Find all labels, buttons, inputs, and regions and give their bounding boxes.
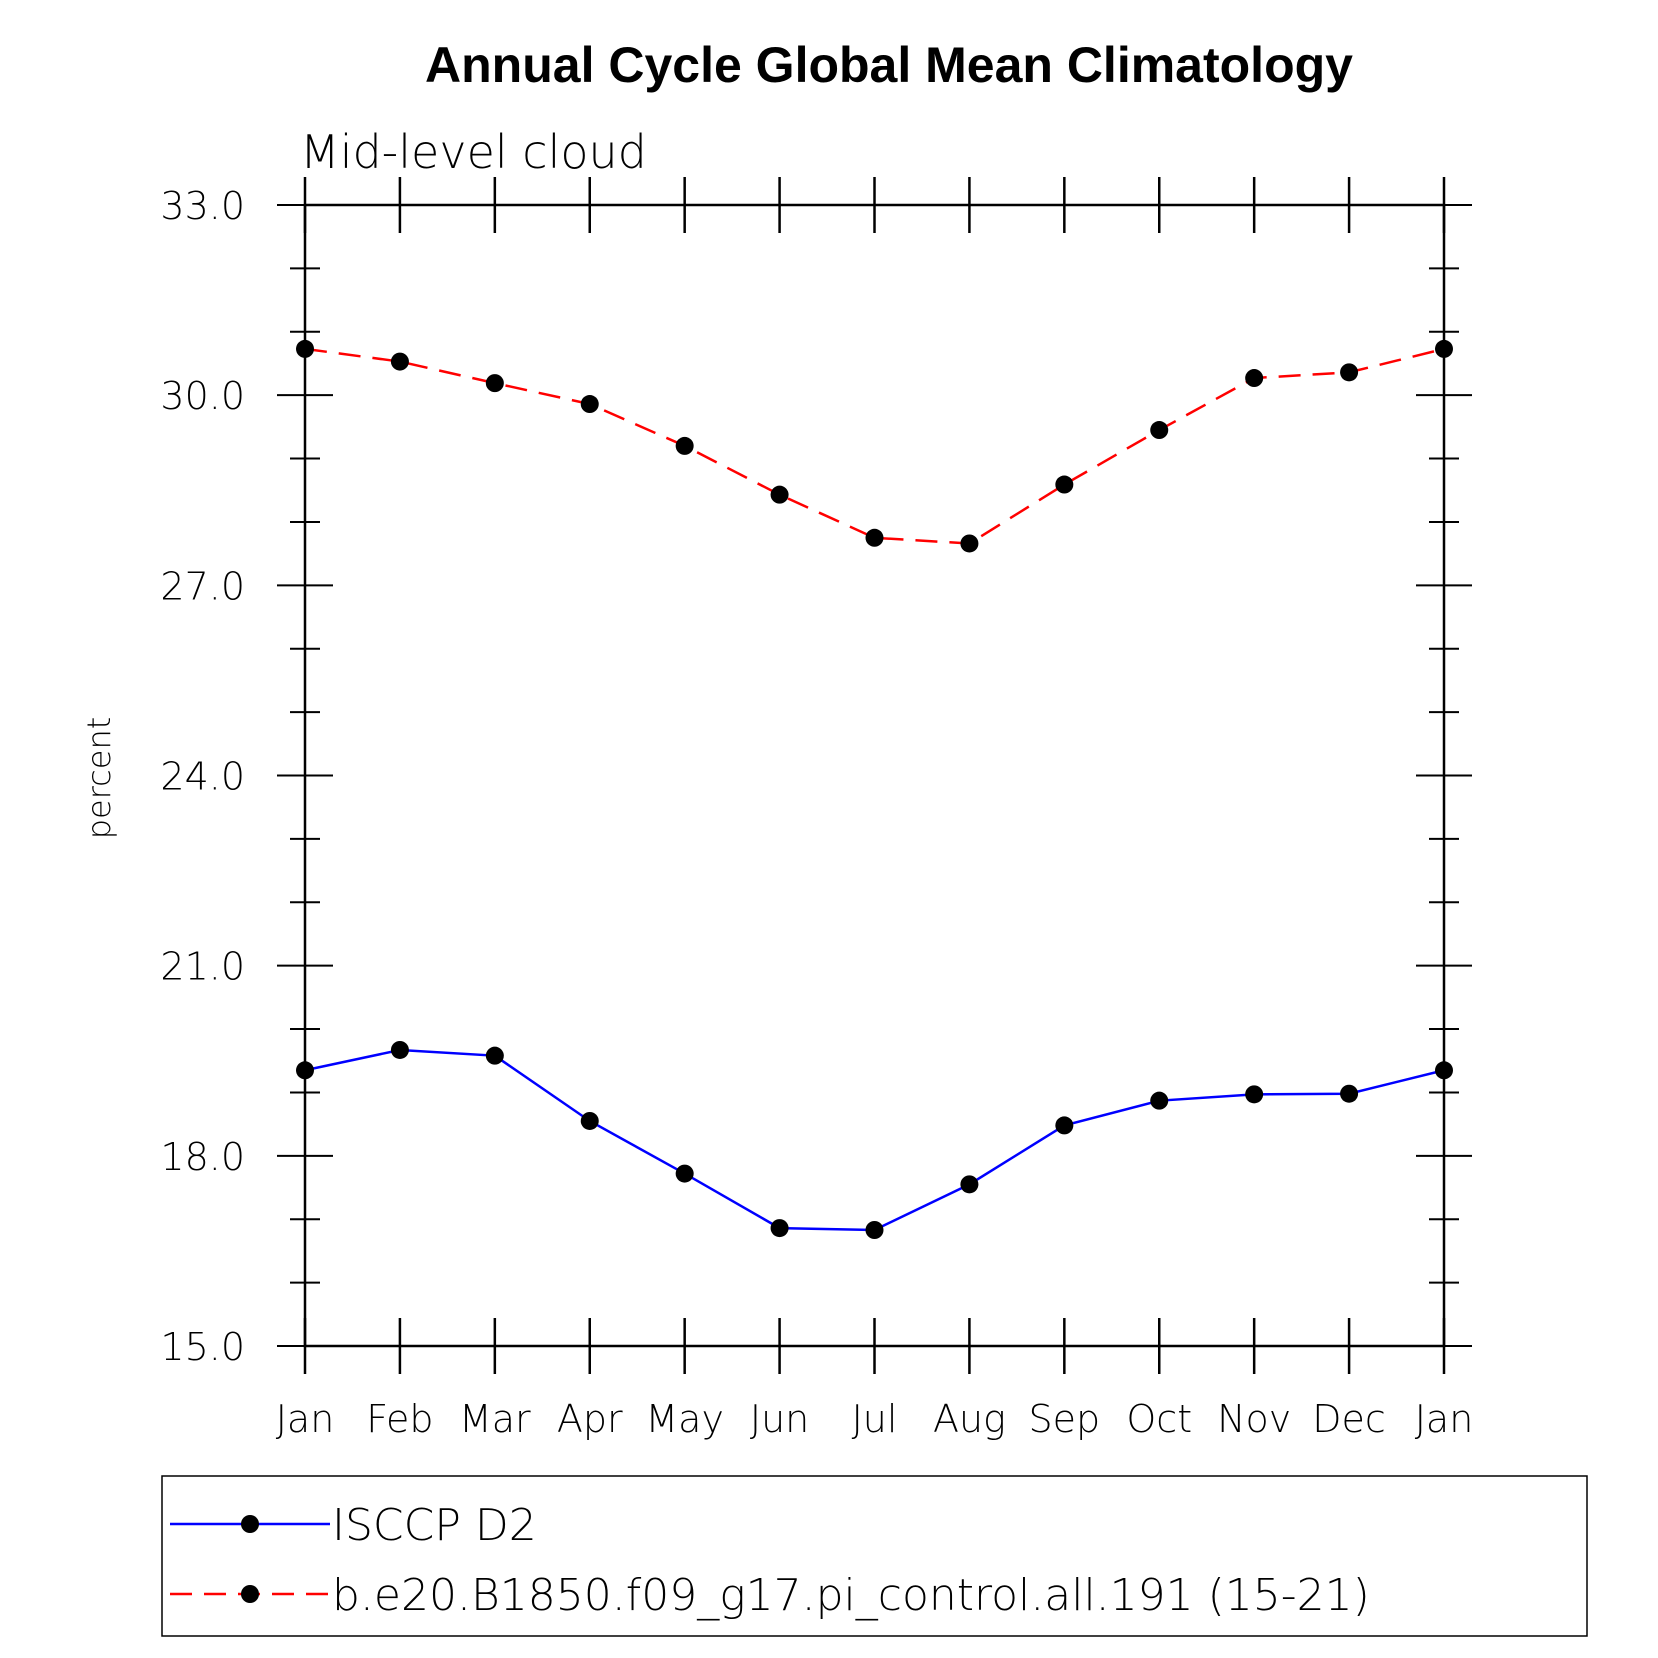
series-1-point (296, 339, 314, 358)
series-0-point (485, 1046, 504, 1065)
series-layer (296, 339, 1453, 1239)
chart-title: Annual Cycle Global Mean Climatology (425, 37, 1353, 93)
x-tick-label: Jan (1415, 1397, 1474, 1441)
x-tick-label: May (645, 1397, 724, 1441)
x-tick-label: Jul (852, 1397, 898, 1441)
y-axis-label: percent (80, 717, 118, 840)
legend-label: b.e20.B1850.f09_g17.pi_control.all.191 (… (332, 1570, 1370, 1621)
y-tick-label: 33.0 (160, 184, 245, 228)
series-line-1 (304, 347, 1445, 545)
x-tick-label: Oct (1126, 1397, 1192, 1441)
series-0-point (675, 1164, 694, 1183)
y-tick-labels: 15.0 18.0 21.0 24.0 27.0 30.0 33.0 (160, 184, 245, 1369)
legend-swatch-marker (241, 1515, 259, 1533)
series-1-point (580, 395, 599, 414)
x-tick-label: Feb (366, 1397, 433, 1441)
series-1-point (1150, 421, 1169, 440)
y-tick-label: 27.0 (160, 564, 245, 608)
series-1-point (390, 352, 409, 371)
series-0-point (580, 1111, 599, 1130)
series-0-point (390, 1040, 409, 1059)
x-tick-label: Jan (276, 1397, 335, 1441)
x-tick-label: Aug (933, 1397, 1006, 1441)
y-tick-label: 18.0 (160, 1135, 245, 1179)
y-tick-label: 30.0 (160, 374, 245, 418)
x-tick-label: Dec (1312, 1397, 1386, 1441)
legend: ISCCP D2 b.e20.B1850.f09_g17.pi_control.a… (170, 1500, 1370, 1621)
series-1-point (675, 436, 694, 455)
x-tick-label: Jun (750, 1397, 809, 1441)
series-line-0 (304, 1048, 1445, 1232)
y-tick-label: 15.0 (160, 1325, 245, 1369)
series-0-point (1150, 1091, 1169, 1110)
y-tick-label: 21.0 (160, 945, 245, 989)
x-tick-label: Nov (1217, 1397, 1291, 1441)
series-1-point (960, 534, 979, 553)
series-0-point (296, 1061, 314, 1080)
series-0-point (770, 1219, 789, 1238)
series-1-point (1245, 369, 1264, 388)
series-0-point (1435, 1061, 1453, 1080)
series-0-point (1245, 1085, 1264, 1104)
x-tick-label: Apr (557, 1397, 623, 1441)
legend-label: ISCCP D2 (332, 1500, 537, 1551)
series-1-point (485, 374, 504, 393)
series-0-point (865, 1220, 884, 1239)
plot-frame (303, 203, 1446, 1348)
chart-subtitle: Mid-level cloud (300, 125, 647, 179)
series-1-point (1340, 363, 1359, 382)
axis-ticks (277, 177, 1472, 1374)
x-tick-labels: Jan Feb Mar Apr May Jun Jul Aug Sep Oct Nov Dec Jan (276, 1397, 1474, 1441)
series-0-point (1340, 1084, 1359, 1103)
series-1-point (865, 528, 884, 547)
series-1-point (1435, 339, 1453, 358)
series-1-point (1055, 475, 1074, 494)
series-0-point (1055, 1116, 1074, 1135)
legend-box (161, 1475, 1588, 1637)
y-tick-label: 24.0 (160, 755, 245, 799)
series-0-point (960, 1175, 979, 1194)
legend-swatch-marker (241, 1585, 259, 1603)
x-tick-label: Sep (1029, 1397, 1101, 1441)
series-1-point (770, 485, 789, 504)
x-tick-label: Mar (459, 1397, 531, 1441)
